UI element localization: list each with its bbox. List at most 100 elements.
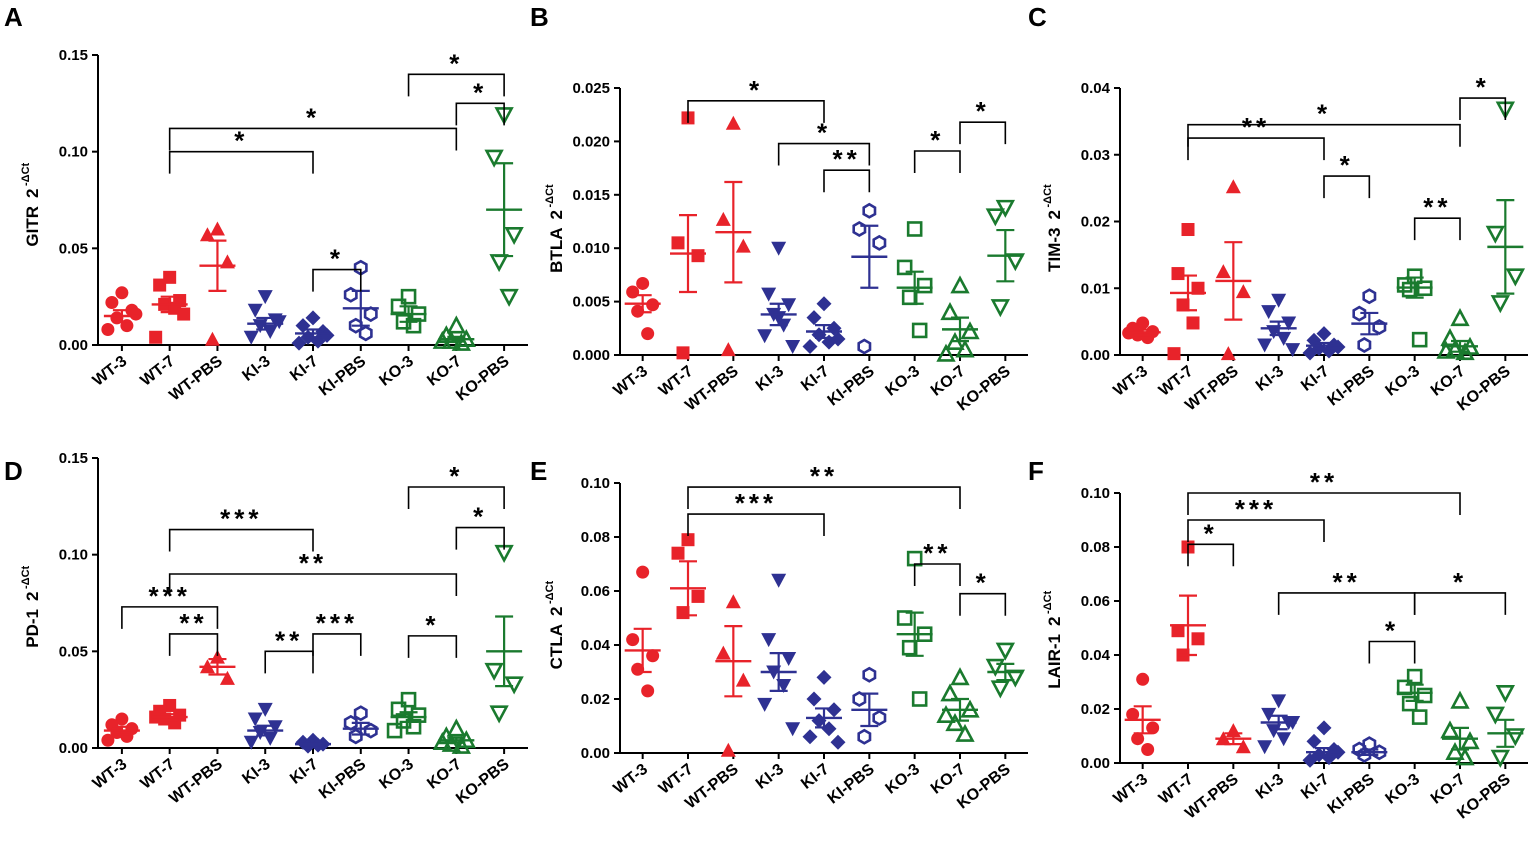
data-point: [1271, 293, 1287, 308]
group-ki-pbs: [851, 202, 888, 355]
data-point: [115, 712, 129, 726]
significance-stars: *: [1385, 616, 1399, 646]
data-point: [857, 728, 872, 745]
data-point: [691, 589, 705, 603]
data-point: [816, 296, 832, 312]
x-tick-label: KI-3: [239, 353, 273, 385]
data-point: [1176, 298, 1190, 312]
data-point: [911, 691, 928, 707]
data-point: [1167, 347, 1181, 361]
significance-stars: **: [1310, 467, 1338, 497]
x-tick-label-group: KO-PBS: [453, 756, 513, 808]
significance-stars: *: [473, 502, 487, 532]
data-point: [243, 330, 259, 345]
x-tick-label-group: WT-3: [1111, 771, 1152, 808]
y-tick-label: 0.02: [1081, 701, 1110, 718]
data-point: [641, 327, 655, 341]
significance-bracket: *: [959, 96, 1007, 145]
significance-bracket: **: [913, 538, 961, 586]
y-axis-title: PD-1 -ΔCt 2: [20, 565, 42, 647]
data-point: [243, 735, 259, 750]
significance-bracket: **: [823, 144, 871, 193]
data-point: [857, 338, 872, 355]
x-tick-label-group: KI-PBS: [1325, 363, 1378, 410]
bracket-line: [913, 563, 961, 586]
data-point: [735, 672, 751, 687]
bracket-line: [1187, 492, 1461, 515]
group-ki-3: [1257, 293, 1301, 358]
significance-stars: ***: [148, 581, 190, 611]
bracket-line: [687, 513, 825, 537]
group-wt-7: [149, 698, 188, 730]
bracket-line: [1187, 137, 1325, 161]
x-tick-label: KI-PBS: [1325, 363, 1378, 410]
data-point: [446, 718, 467, 737]
data-point: [960, 321, 980, 340]
y-tick-label: 0.00: [59, 740, 88, 757]
data-point: [1302, 345, 1318, 361]
bracket-line: [407, 486, 505, 509]
group-ki-7: [291, 310, 335, 351]
data-point: [1191, 632, 1205, 646]
x-tick-label: WT-3: [611, 363, 652, 400]
bracket-line: [913, 150, 961, 174]
data-point: [484, 149, 504, 168]
data-point: [1235, 739, 1251, 754]
significance-stars: *: [473, 77, 487, 107]
group-ki-pbs: [1351, 288, 1388, 354]
group-ko-7: [936, 667, 980, 742]
data-point: [771, 573, 787, 588]
x-tick-label-group: WT-3: [90, 353, 131, 390]
group-ko-pbs: [985, 199, 1026, 318]
data-point: [1352, 305, 1367, 322]
data-point: [446, 315, 467, 334]
data-point: [1215, 264, 1231, 279]
group-ko-3: [1396, 668, 1433, 725]
y-axis-exponent-base: -ΔCt: [20, 565, 32, 589]
data-point: [363, 306, 378, 323]
y-tick-label: 0.05: [59, 643, 88, 660]
x-tick-label-group: KI-7: [287, 353, 321, 385]
data-point: [1485, 225, 1506, 244]
significance-stars: *: [425, 610, 439, 640]
x-tick-label: KO-7: [424, 756, 465, 793]
x-tick-label-group: KI-3: [1253, 363, 1287, 395]
bracket-line: [959, 592, 1007, 616]
x-tick-label: KI-7: [798, 363, 832, 395]
group-wt-3: [1122, 316, 1161, 345]
significance-bracket: *: [1323, 150, 1371, 199]
significance-bracket: **: [1187, 112, 1325, 161]
data-point: [785, 339, 801, 354]
data-point: [1257, 338, 1273, 353]
data-point: [771, 241, 787, 256]
group-ko-3: [390, 288, 427, 334]
significance-stars: *: [817, 118, 831, 148]
y-tick-label: 0.02: [581, 691, 610, 708]
group-ko-7: [1436, 308, 1480, 361]
significance-stars: *: [976, 568, 990, 598]
panel-b: B 0.000 0.005 0.010 0.015 0.020 0.025 BTLA -ΔCt…: [530, 2, 1028, 414]
significance-bracket: *: [1187, 518, 1235, 567]
significance-stars: **: [923, 538, 951, 568]
data-point: [906, 550, 923, 567]
y-tick-label: 0.03: [1081, 147, 1110, 164]
x-tick-label: KI-3: [1253, 771, 1287, 803]
data-point: [1186, 316, 1200, 330]
significance-bracket: *: [1459, 72, 1507, 121]
x-tick-label: WT-3: [90, 756, 131, 793]
data-point: [153, 278, 167, 292]
data-point: [940, 302, 960, 321]
significance-stars: ***: [1235, 494, 1277, 524]
significance-stars: **: [1333, 567, 1361, 597]
group-wt-pbs: [199, 221, 236, 346]
data-point: [950, 275, 970, 294]
data-point: [1450, 690, 1470, 709]
data-point: [400, 288, 417, 305]
bracket-line: [121, 606, 219, 629]
panel-letter-f: F: [1028, 456, 1044, 486]
x-tick-label: WT-PBS: [166, 756, 226, 808]
y-axis-title: LAIR-1 -ΔCt 2: [1042, 590, 1064, 688]
y-axis-exponent-base: -ΔCt: [20, 162, 32, 186]
data-point: [358, 325, 373, 342]
